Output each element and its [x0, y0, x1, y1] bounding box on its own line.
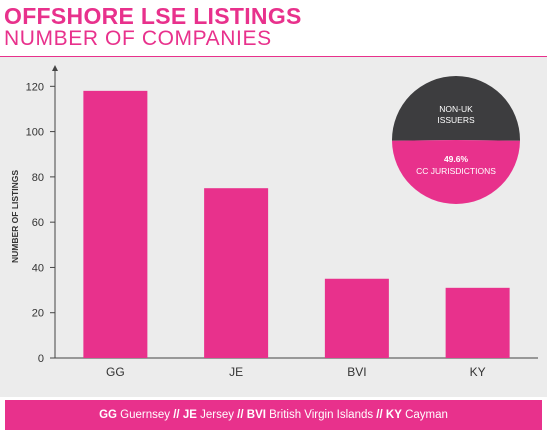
- pie-slice-cc: [392, 140, 520, 204]
- pie-label-non-uk-line2: ISSUERS: [437, 115, 475, 125]
- footer-separator: //: [233, 409, 247, 421]
- y-tick-label: 80: [32, 172, 44, 184]
- y-tick-label: 20: [32, 308, 44, 320]
- pie-label-non-uk-line1: NON-UK: [439, 104, 473, 114]
- footer-name: British Virgin Islands: [265, 409, 374, 421]
- footer-legend-text: GG Guernsey // JE Jersey // BVI British …: [99, 409, 448, 421]
- chart-subtitle: NUMBER OF COMPANIES: [4, 27, 272, 50]
- footer-code: GG: [99, 409, 117, 421]
- footer-name: Guernsey: [116, 409, 171, 421]
- bar-chart: 0 20 40 60 80 100 120 NUMBER OF LISTINGS GG JE BV…: [10, 65, 538, 379]
- footer-code: BVI: [246, 409, 266, 421]
- y-tick-label: 0: [38, 353, 44, 365]
- footer-legend: GG Guernsey // JE Jersey // BVI British …: [5, 400, 542, 430]
- y-tick-label: 60: [32, 217, 44, 229]
- footer-name: Cayman: [401, 409, 448, 421]
- y-tick-label: 120: [26, 81, 44, 93]
- x-tick-label: GG: [106, 365, 125, 379]
- y-axis-arrow: [52, 65, 58, 71]
- bar-je: [204, 188, 269, 358]
- bar-ky: [445, 287, 510, 358]
- chart-title: OFFSHORE LSE LISTINGS: [4, 3, 302, 29]
- pie-slice-non-uk: [392, 75, 520, 141]
- footer-name: Jersey: [196, 409, 234, 421]
- bar-layer: GG JE BVI KY: [83, 90, 510, 379]
- footer-separator: //: [373, 409, 386, 421]
- pie-label-cc: CC JURISDICTIONS: [416, 166, 496, 176]
- pie-value-label: 49.6%: [444, 154, 469, 164]
- footer-separator: //: [170, 409, 183, 421]
- bar-gg: [83, 90, 148, 359]
- footer-code: KY: [385, 409, 402, 421]
- y-tick-label: 100: [26, 127, 44, 139]
- bar-bvi: [324, 278, 389, 358]
- x-tick-label: KY: [470, 365, 486, 379]
- x-tick-label: BVI: [347, 365, 366, 379]
- y-tick-label: 40: [32, 262, 44, 274]
- y-axis-title: NUMBER OF LISTINGS: [10, 170, 20, 263]
- plot-panel: 0 20 40 60 80 100 120 NUMBER OF LISTINGS GG JE BV…: [0, 57, 547, 397]
- footer-code: JE: [182, 409, 197, 421]
- title-divider: [0, 56, 547, 57]
- x-tick-label: JE: [229, 365, 243, 379]
